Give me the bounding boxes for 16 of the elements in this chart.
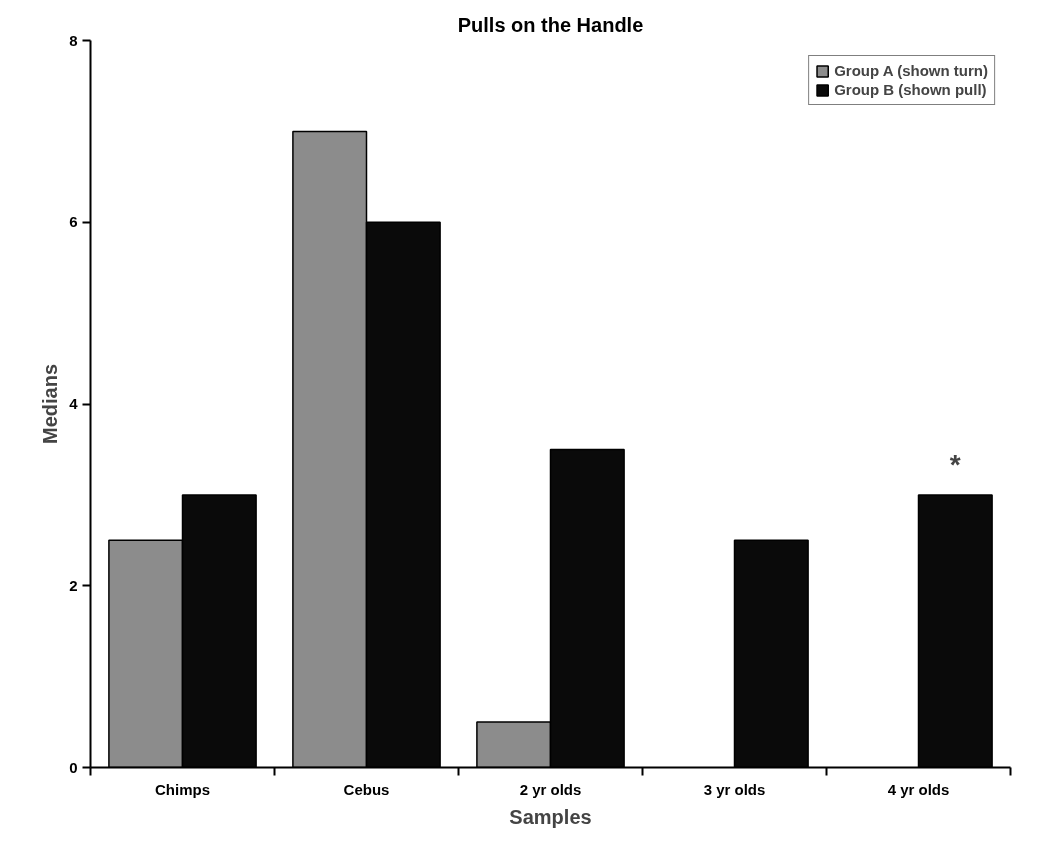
y-tick-label: 8 [69,31,78,49]
x-tick-label: 3 yr olds [703,780,766,798]
x-tick-label: 4 yr olds [887,780,950,798]
x-tick-label: 2 yr olds [519,780,582,798]
y-tick-label: 6 [69,213,78,231]
y-tick-label: 4 [69,395,79,412]
chart-title: Pulls on the Handle [457,13,644,36]
annotation: * [949,449,961,481]
x-tick-label: Cebus [343,780,390,798]
x-tick-label: Chimps [155,780,211,798]
y-tick-label: 0 [69,758,78,776]
x-axis-title: Samples [509,805,592,828]
y-tick-label: 2 [69,576,78,594]
legend-label: Group B (shown pull) [834,81,987,98]
legend-label: Group A (shown turn) [834,62,988,79]
y-axis-title: Medians [39,363,62,445]
